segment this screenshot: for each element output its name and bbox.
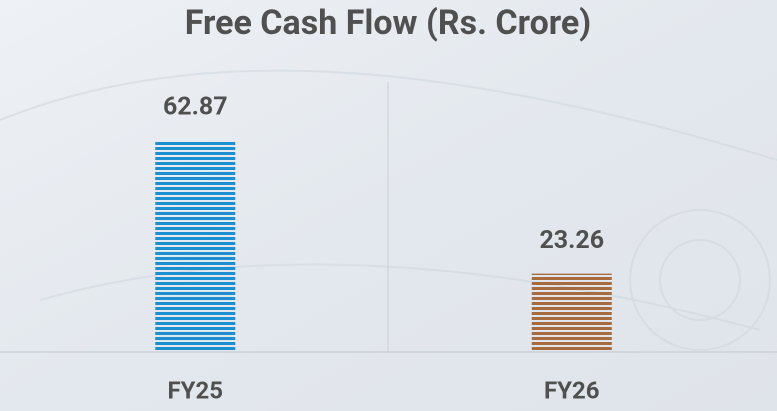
bar: [532, 274, 612, 352]
x-tick-label: FY26: [544, 376, 600, 404]
page: Free Cash Flow (Rs. Crore) FY25 62.87 FY26…: [0, 0, 777, 411]
chart-title: Free Cash Flow (Rs. Crore): [185, 3, 591, 43]
chart: Free Cash Flow (Rs. Crore) FY25 62.87 FY26…: [0, 0, 777, 411]
value-label: 23.26: [539, 226, 604, 255]
bar: [155, 140, 235, 352]
x-tick-label: FY25: [167, 376, 223, 404]
value-label: 62.87: [163, 93, 228, 122]
